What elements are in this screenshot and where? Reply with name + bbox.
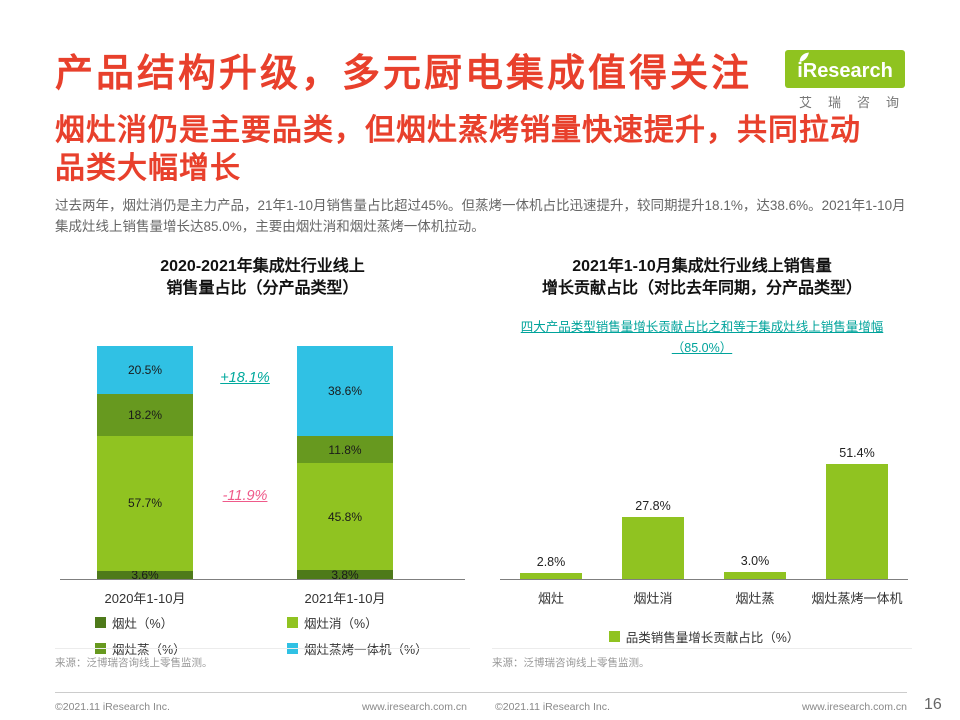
legend-label: 烟灶（%）: [112, 617, 174, 631]
left-chart-title-line-2: 销售量占比（分产品类型）: [166, 280, 359, 297]
subtitle-line-1: 烟灶消仍是主要品类，但烟灶蒸烤销量快速提升，共同拉动: [55, 114, 861, 147]
growth-bar: [622, 516, 684, 579]
copyright-left: ©2021.11 iResearch Inc.: [55, 701, 170, 713]
logo-brand-text: iResearch: [797, 60, 893, 82]
bar-segment: 38.6%: [297, 346, 393, 436]
growth-bar: [826, 463, 888, 579]
source-note-left: 来源：泛博瑞咨询线上零售监测。: [55, 648, 470, 670]
annotation-increase: +18.1%: [220, 370, 270, 386]
footer-left-half: ©2021.11 iResearch Inc. www.iresearch.co…: [55, 701, 467, 713]
chart-note-link[interactable]: 四大产品类型销售量增长贡献占比之和等于集成灶线上销售量增幅 （85.0%）: [492, 317, 912, 359]
left-chart-x-axis: 2020年1-10月 2021年1-10月: [60, 588, 465, 606]
bar-value-label: 2.8%: [536, 554, 566, 569]
segment-value-label: 3.6%: [131, 567, 159, 582]
bar-value-label: 51.4%: [839, 445, 875, 460]
legend-label: 烟灶蒸烤一体机（%）: [304, 643, 428, 657]
legend-swatch-yanzaoxiao: [287, 617, 298, 628]
segment-value-label: 45.8%: [327, 509, 363, 524]
x-label-yitiji: 烟灶蒸烤一体机: [811, 591, 903, 606]
legend-label: 烟灶消（%）: [304, 617, 378, 631]
legend-swatch-growth: [608, 631, 620, 642]
bar-segment: 11.8%: [297, 435, 393, 464]
bar-group: 27.8%: [602, 430, 704, 579]
iresearch-logo: iResearch 艾瑞咨询: [785, 50, 905, 111]
bar-segment: 20.5%: [97, 346, 193, 394]
legend-label: 品类销售量增长贡献占比（%）: [625, 631, 800, 645]
right-chart-title-line-2: 增长贡献占比（对比去年同期，分产品类型）: [541, 280, 862, 297]
bar-value-label: 3.0%: [740, 554, 770, 569]
left-chart-plot: 3.6% 57.7% 18.2% 20.5% 3.8% 45.8% 11.8% 38.6% …: [60, 346, 465, 582]
bar-segment: 57.7%: [97, 436, 193, 571]
bar-segment: 18.2%: [97, 393, 193, 437]
right-chart-title: 2021年1-10月集成灶行业线上销售量 增长贡献占比（对比去年同期，分产品类型…: [492, 256, 912, 300]
page-title: 产品结构升级，多元厨电集成值得关注: [55, 53, 753, 95]
footer-right-half: ©2021.11 iResearch Inc. www.iresearch.co…: [495, 701, 907, 713]
bar-group: 51.4%: [806, 430, 908, 579]
bar-segment: 3.6%: [97, 567, 193, 582]
right-chart-plot: 2.8% 27.8% 3.0% 51.4%: [500, 430, 908, 580]
footer: ©2021.11 iResearch Inc. www.iresearch.co…: [55, 692, 907, 713]
copyright-right: ©2021.11 iResearch Inc.: [495, 701, 610, 713]
website-left: www.iresearch.com.cn: [361, 701, 467, 713]
leaf-icon: [799, 52, 809, 62]
x-label-yanzaoxiao: 烟灶消: [633, 591, 673, 606]
left-chart-title-line-1: 2020-2021年集成灶行业线上: [160, 258, 365, 275]
chart-note-line-2: （85.0%）: [671, 341, 733, 355]
bar-value-label: 27.8%: [635, 498, 671, 513]
segment-value-label: 11.8%: [328, 442, 362, 457]
segment-value-label: 3.8%: [331, 567, 359, 582]
growth-bar: [520, 572, 582, 579]
right-chart-legend: 品类销售量增长贡献占比（%）: [500, 627, 908, 646]
segment-value-label: 20.5%: [127, 362, 163, 377]
page-subtitle: 烟灶消仍是主要品类，但烟灶蒸烤销量快速提升，共同拉动 品类大幅增长: [55, 112, 935, 188]
right-chart-x-axis: 烟灶 烟灶消 烟灶蒸 烟灶蒸烤一体机: [500, 588, 908, 607]
website-right: www.iresearch.com.cn: [801, 701, 907, 713]
body-paragraph: 过去两年，烟灶消仍是主力产品，21年1-10月销售量占比超过45%。但蒸烤一体机…: [55, 198, 906, 234]
page-number: 16: [924, 696, 942, 713]
legend-label: 烟灶蒸（%）: [112, 643, 186, 657]
bar-segment: 45.8%: [297, 463, 393, 571]
x-label-yanzaozheng: 烟灶蒸: [735, 591, 775, 606]
logo-chinese-name: 艾瑞咨询: [799, 95, 916, 110]
left-chart-title: 2020-2021年集成灶行业线上 销售量占比（分产品类型）: [55, 256, 470, 300]
left-chart-legend: 烟灶（%） 烟灶消（%） 烟灶蒸（%） 烟灶蒸烤一体机（%）: [95, 613, 428, 658]
legend-swatch-yanzao: [95, 617, 106, 628]
segment-value-label: 57.7%: [127, 496, 163, 511]
bar-group: 2.8%: [500, 430, 602, 579]
x-label-2020: 2020年1-10月: [104, 591, 186, 606]
bar-group: 3.0%: [704, 430, 806, 579]
growth-bar: [724, 572, 786, 579]
x-label-2021: 2021年1-10月: [304, 591, 386, 606]
annotation-decrease: -11.9%: [222, 488, 268, 504]
chart-note-line-1: 四大产品类型销售量增长贡献占比之和等于集成灶线上销售量增幅: [520, 320, 884, 334]
subtitle-line-2: 品类大幅增长: [55, 152, 241, 185]
stacked-bar-0: 3.6% 57.7% 18.2% 20.5%: [97, 346, 193, 582]
legend-item: 烟灶消（%）: [287, 613, 428, 632]
segment-value-label: 18.2%: [127, 408, 163, 423]
segment-value-label: 38.6%: [327, 383, 363, 398]
source-note-right: 来源：泛博瑞咨询线上零售监测。: [492, 648, 912, 670]
right-chart-title-line-1: 2021年1-10月集成灶行业线上销售量: [572, 258, 832, 275]
legend-item: 烟灶（%）: [95, 613, 287, 632]
x-label-yanzao: 烟灶: [537, 591, 564, 606]
bar-segment: 3.8%: [297, 567, 393, 582]
iresearch-logo-box: iResearch: [785, 50, 905, 88]
stacked-bar-1: 3.8% 45.8% 11.8% 38.6%: [297, 346, 393, 582]
